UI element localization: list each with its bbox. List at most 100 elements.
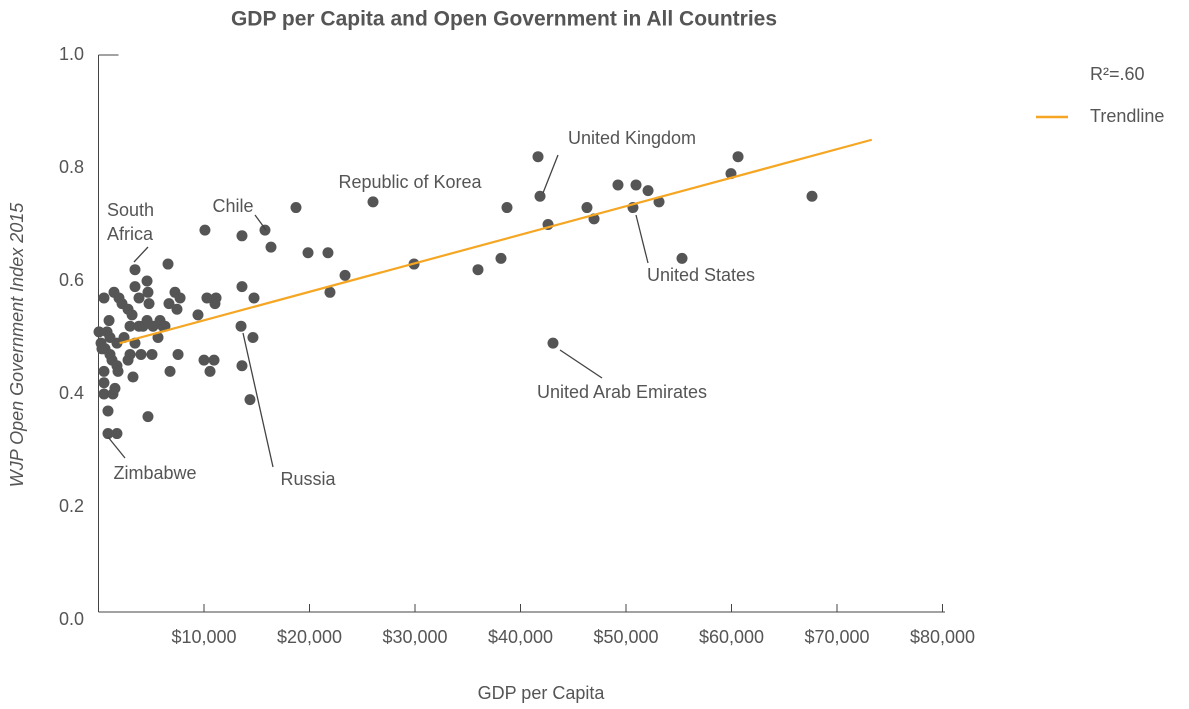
- annotation-leader: [559, 349, 603, 379]
- point: [534, 190, 546, 202]
- point: [236, 230, 248, 242]
- point: [472, 264, 484, 276]
- annotation-leader: [107, 436, 126, 459]
- point: [235, 320, 247, 332]
- annotation: Republic of Korea: [338, 172, 482, 192]
- point: [135, 348, 147, 360]
- point: [98, 377, 110, 389]
- annotation: Chile: [212, 196, 253, 216]
- x-tick-label: $10,000: [171, 627, 236, 647]
- point: [236, 281, 248, 293]
- point: [127, 371, 139, 383]
- point: [324, 286, 336, 298]
- annotation-leader: [254, 214, 267, 231]
- annotation-leader: [242, 332, 274, 468]
- point: [676, 252, 688, 264]
- point: [244, 394, 256, 406]
- point: [93, 326, 105, 338]
- point: [302, 247, 314, 259]
- point: [322, 247, 334, 259]
- point: [236, 360, 248, 372]
- y-tick-label: 0.2: [59, 496, 84, 516]
- annotation: Zimbabwe: [113, 463, 196, 483]
- x-tick-label: $80,000: [910, 627, 975, 647]
- point: [152, 332, 164, 343]
- point: [532, 151, 544, 163]
- point: [133, 292, 145, 304]
- point: [642, 185, 654, 197]
- point: [192, 309, 204, 321]
- point: [367, 196, 379, 208]
- point: [339, 269, 351, 281]
- y-tick-label: 0.0: [59, 609, 84, 629]
- point: [174, 292, 186, 304]
- y-tick-label: 0.8: [59, 157, 84, 177]
- point: [124, 348, 136, 360]
- point: [248, 292, 260, 304]
- point: [163, 298, 175, 310]
- r-squared: R²=.60: [1090, 64, 1145, 84]
- point: [172, 348, 184, 360]
- point: [98, 292, 110, 304]
- annotation-leader: [635, 214, 649, 264]
- point: [162, 258, 174, 270]
- point: [806, 190, 818, 202]
- chart-title: GDP per Capita and Open Government in Al…: [231, 8, 777, 31]
- point: [98, 388, 110, 400]
- point: [547, 337, 559, 349]
- point: [198, 354, 210, 366]
- x-tick-label: $70,000: [804, 627, 869, 647]
- point: [259, 224, 271, 236]
- annotation: South Africa: [107, 200, 154, 244]
- annotation: United Kingdom: [568, 128, 696, 148]
- x-tick-label: $50,000: [593, 627, 658, 647]
- point: [612, 179, 624, 191]
- annotation-leader: [133, 246, 149, 263]
- point: [501, 202, 513, 214]
- y-tick-label: 1.0: [59, 44, 84, 64]
- point: [142, 286, 154, 298]
- x-tick-label: $20,000: [277, 627, 342, 647]
- point: [290, 202, 302, 214]
- x-tick-label: $30,000: [382, 627, 447, 647]
- point: [141, 275, 153, 287]
- point: [102, 428, 114, 440]
- y-tick-label: 0.4: [59, 383, 84, 403]
- point: [129, 264, 141, 276]
- y-axis-label: WJP Open Government Index 2015: [7, 202, 27, 487]
- trendline: [119, 138, 873, 345]
- point: [630, 179, 642, 191]
- point: [159, 320, 171, 332]
- point: [208, 354, 220, 366]
- point: [164, 365, 176, 377]
- point: [581, 202, 593, 214]
- x-axis-label: GDP per Capita: [478, 683, 606, 703]
- point: [112, 365, 124, 377]
- legend-label: Trendline: [1090, 106, 1164, 126]
- point: [143, 298, 155, 310]
- point: [265, 241, 277, 253]
- point: [109, 382, 121, 394]
- point: [495, 252, 507, 264]
- point: [111, 428, 123, 440]
- point: [103, 315, 115, 327]
- x-tick-label: $60,000: [699, 627, 764, 647]
- annotation: United States: [647, 265, 755, 285]
- point: [204, 365, 216, 377]
- point: [126, 309, 138, 321]
- x-tick-label: $40,000: [488, 627, 553, 647]
- point: [98, 365, 110, 377]
- point: [732, 151, 744, 163]
- annotation-leader: [542, 154, 559, 194]
- annotation: United Arab Emirates: [537, 382, 707, 402]
- point: [247, 332, 259, 343]
- point: [146, 348, 158, 360]
- point: [124, 320, 136, 332]
- point: [142, 411, 154, 423]
- annotation: Russia: [280, 469, 336, 489]
- point: [171, 303, 183, 315]
- point: [129, 281, 141, 293]
- y-tick-label: 0.6: [59, 270, 84, 290]
- point: [102, 405, 114, 417]
